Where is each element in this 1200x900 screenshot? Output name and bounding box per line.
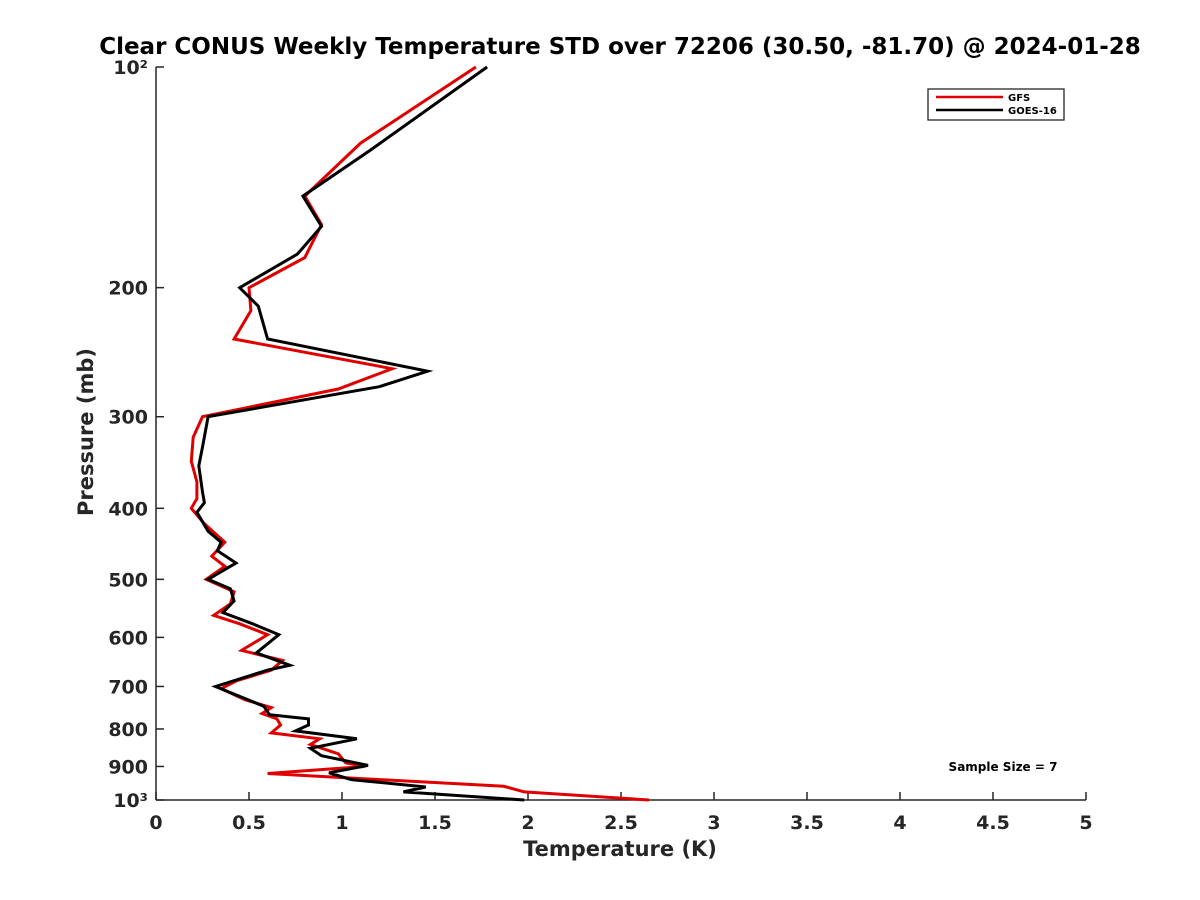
y-tick-label: 700 <box>108 676 148 698</box>
y-tick-label: 500 <box>108 569 148 591</box>
legend-label: GFS <box>1008 93 1030 104</box>
x-tick-label: 3.5 <box>790 812 824 834</box>
y-tick-label: 400 <box>108 498 148 520</box>
y-tick-label: 600 <box>108 627 148 649</box>
chart-title: Clear CONUS Weekly Temperature STD over … <box>99 34 1141 60</box>
x-tick-label: 1.5 <box>418 812 452 834</box>
x-tick-label: 4 <box>893 812 906 834</box>
x-tick-label: 3 <box>707 812 720 834</box>
legend-box <box>927 88 1065 121</box>
y-tick-label: 300 <box>108 407 148 429</box>
x-tick-label: 5 <box>1079 812 1092 834</box>
x-tick-label: 4.5 <box>976 812 1010 834</box>
x-tick-label: 0.5 <box>232 812 266 834</box>
axes: 0 0.5 1 1.5 2 2.5 3 3.5 4 4.5 5 10² 200 300 400 500 600 7… <box>108 57 1092 834</box>
y-axis-title: Pressure (mb) <box>74 348 98 516</box>
series-lines <box>189 65 649 802</box>
x-tick-label: 0 <box>149 812 162 834</box>
y-tick-label: 800 <box>108 719 148 741</box>
y-tick-label: 10³ <box>113 790 148 812</box>
x-tick-label: 2.5 <box>604 812 638 834</box>
legend-label: GOES-16 <box>1008 106 1057 117</box>
series-line-gfs <box>189 65 649 802</box>
y-tick-label: 900 <box>108 756 148 778</box>
series-line-goes-16 <box>195 65 525 802</box>
x-tick-label: 1 <box>335 812 348 834</box>
x-tick-label: 2 <box>521 812 534 834</box>
sample-size-annotation: Sample Size = 7 <box>949 760 1058 774</box>
y-tick-label: 10² <box>113 57 148 79</box>
legend: GFS GOES-16 <box>927 88 1065 121</box>
y-tick-label: 200 <box>108 278 148 300</box>
x-axis-title: Temperature (K) <box>523 837 717 861</box>
